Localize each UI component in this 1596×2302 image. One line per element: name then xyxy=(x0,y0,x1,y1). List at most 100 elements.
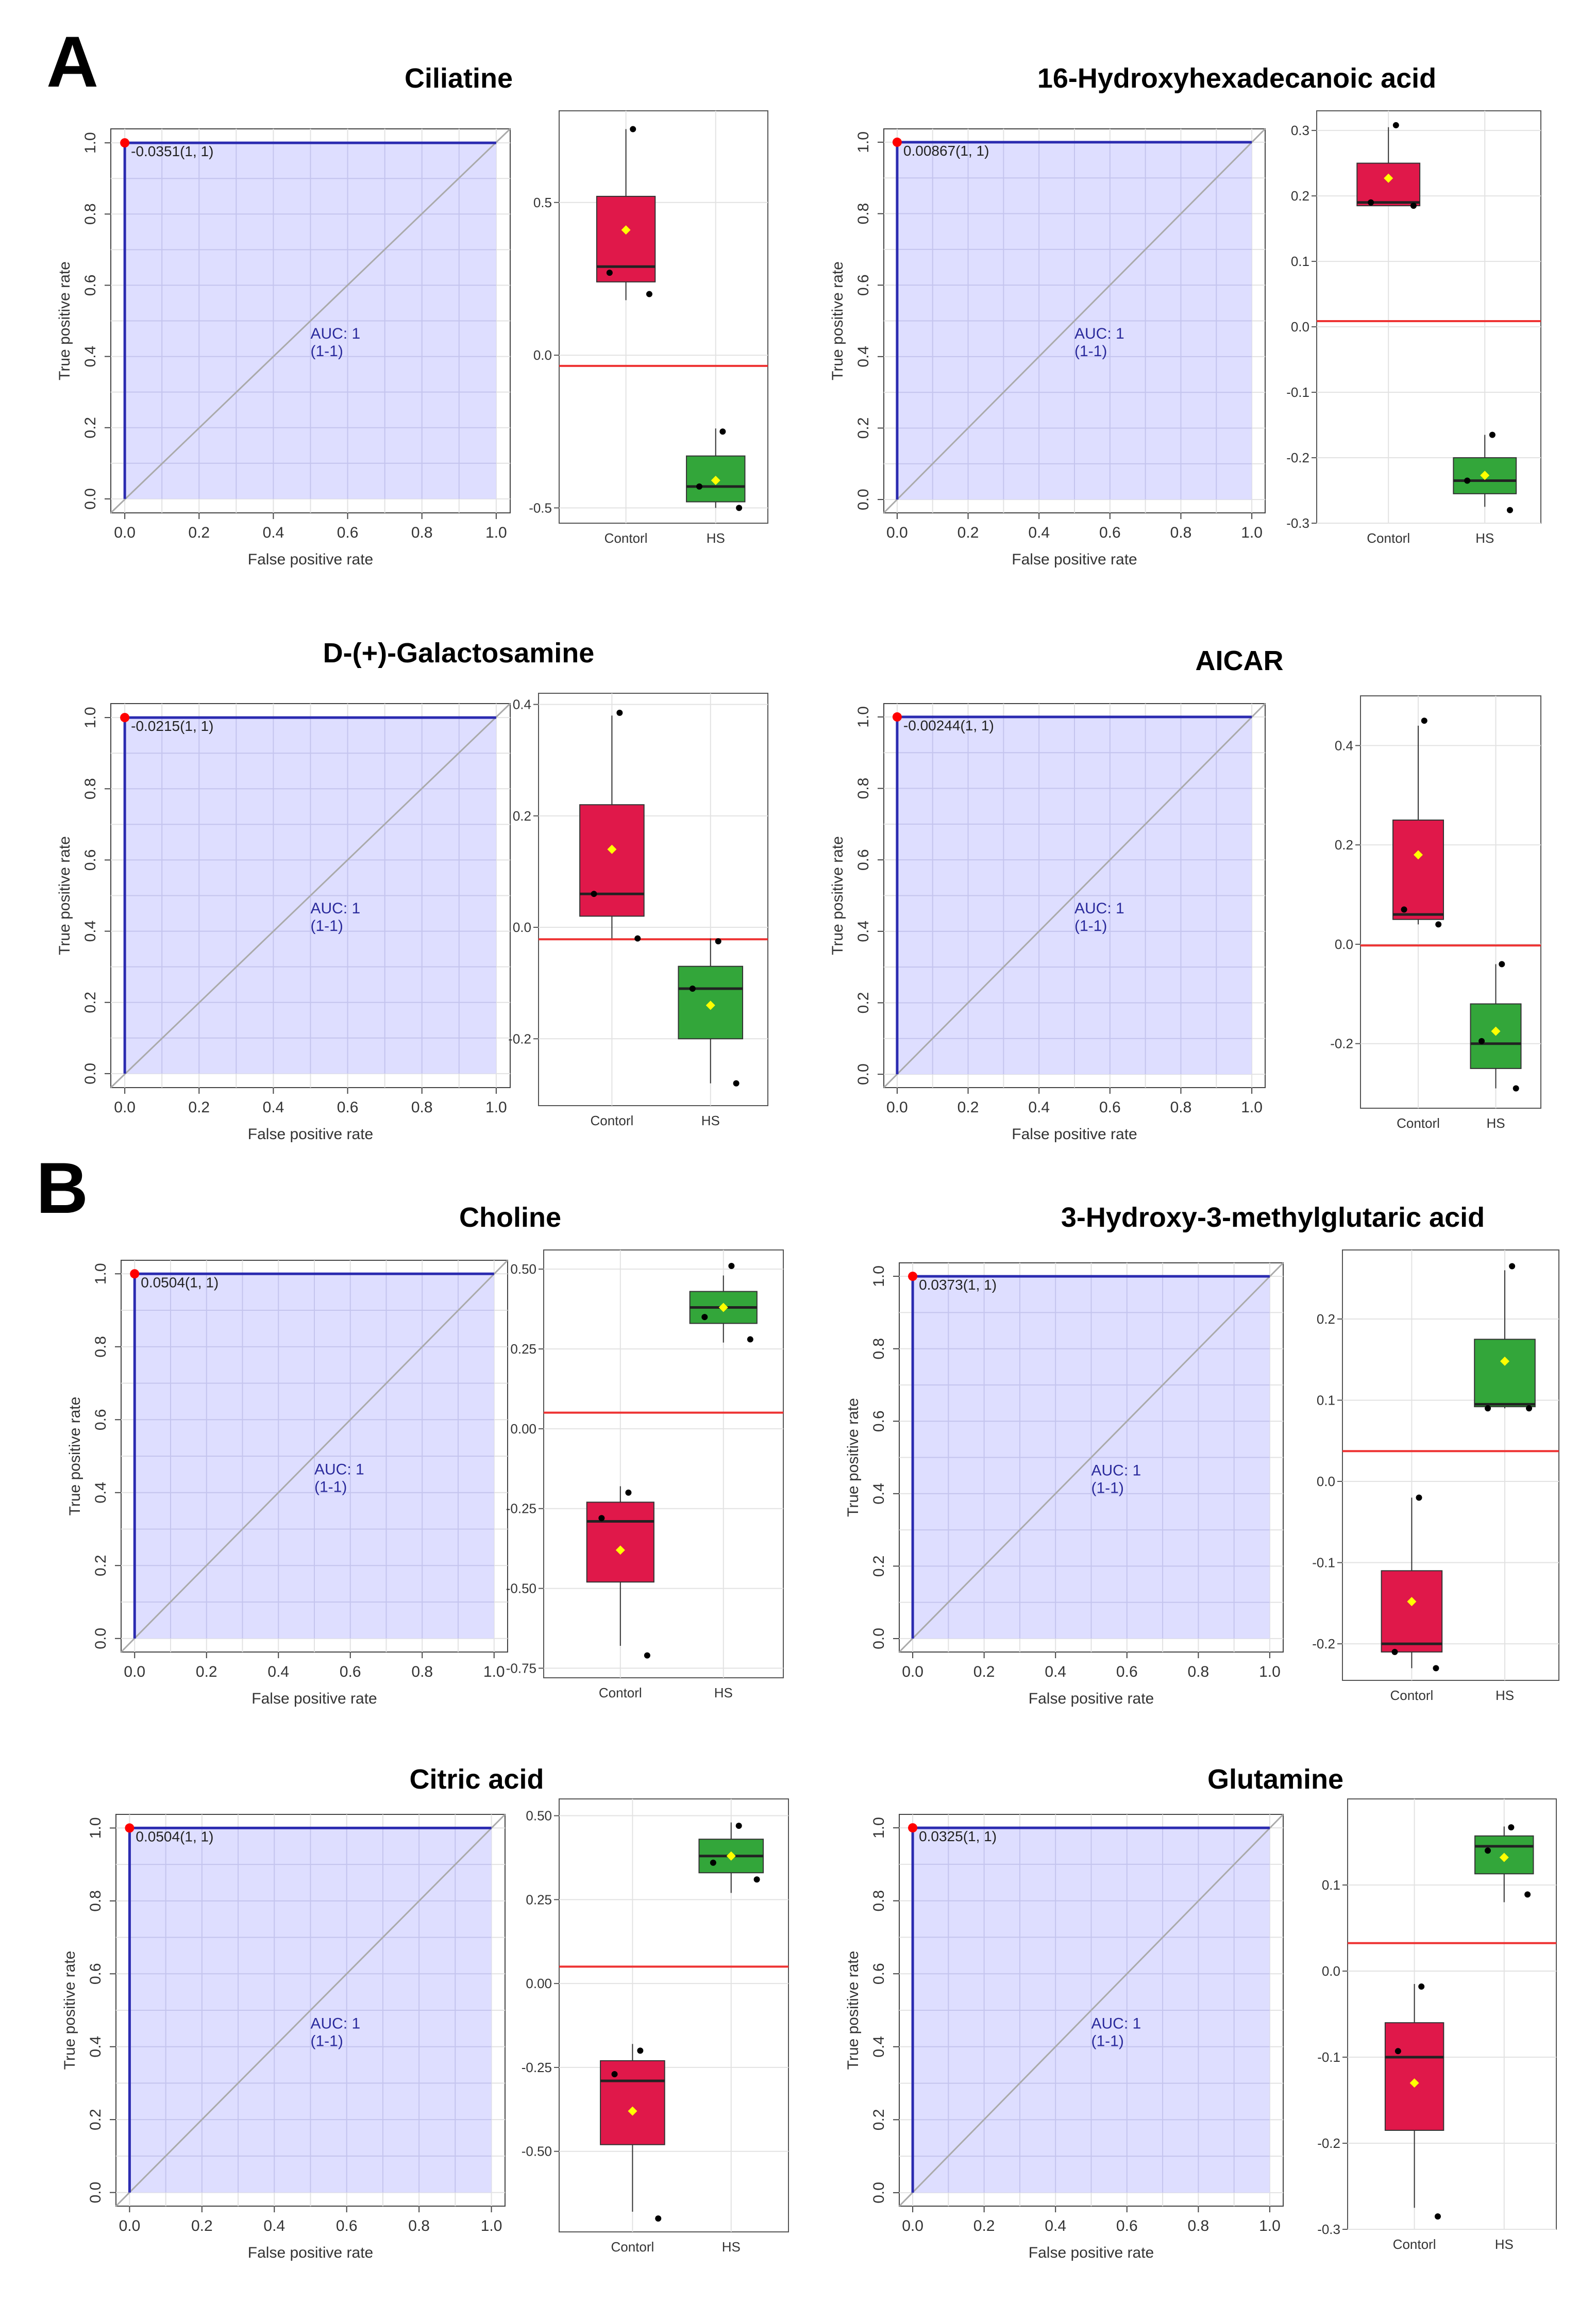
box-plot-frame xyxy=(1316,110,1541,524)
box-data-point xyxy=(733,1080,740,1087)
box-y-tick-label: 0.2 xyxy=(1335,837,1353,853)
box-data-point xyxy=(634,935,641,942)
roc-y-tick-label: 0.6 xyxy=(92,1409,109,1430)
box-data-point xyxy=(701,1314,708,1321)
box-data-point xyxy=(1485,1405,1491,1412)
box-plot-frame xyxy=(1342,1249,1559,1681)
roc-x-tick-label: 0.6 xyxy=(1116,2217,1138,2234)
roc-optimal-point xyxy=(892,137,902,147)
roc-x-tick-label: 0.2 xyxy=(188,524,210,541)
chart-title: D-(+)-Galactosamine xyxy=(323,638,595,669)
roc-y-tick-label: 1.0 xyxy=(855,706,872,728)
roc-x-tick-label: 0.4 xyxy=(1045,2217,1066,2234)
roc-y-tick-label: 0.0 xyxy=(870,2182,887,2204)
roc-y-tick-label: 0.8 xyxy=(82,203,99,225)
box-y-tick-label: -0.50 xyxy=(506,1581,536,1596)
box-data-point xyxy=(1401,906,1407,913)
box-plot-frame xyxy=(559,110,768,524)
roc-y-tick-label: 0.6 xyxy=(82,849,99,871)
box-control xyxy=(586,1502,654,1583)
box-mean-marker xyxy=(1491,1026,1501,1036)
chart-title: Ciliatine xyxy=(405,63,513,94)
box-y-tick-label: 0.0 xyxy=(1322,1963,1340,1979)
roc-y-tick-label: 1.0 xyxy=(870,1265,887,1287)
box-mean-marker xyxy=(628,2106,637,2116)
box-control xyxy=(1381,1570,1443,1653)
roc-y-tick-label: 0.8 xyxy=(870,1338,887,1360)
roc-x-tick-label: 0.6 xyxy=(336,2217,358,2234)
roc-y-tick-label: 0.0 xyxy=(855,1063,872,1085)
box-y-tick-label: -0.25 xyxy=(522,2060,552,2075)
roc-diagonal-line xyxy=(115,1813,506,2207)
box-x-tick-label: HS xyxy=(1496,1688,1514,1703)
box-y-tick-label: -0.1 xyxy=(1317,2049,1340,2065)
roc-auc-label: AUC: 1 xyxy=(311,325,361,342)
roc-x-tick-label: 0.8 xyxy=(1170,524,1192,541)
box-y-tick-label: 0.0 xyxy=(513,920,531,935)
roc-x-tick-label: 0.6 xyxy=(337,524,359,541)
box-data-point xyxy=(611,2071,618,2077)
roc-point-label: 0.0504(1, 1) xyxy=(141,1274,219,1290)
roc-x-tick-label: 0.2 xyxy=(957,1099,979,1116)
roc-y-tick-label: 0.0 xyxy=(855,489,872,510)
box-y-tick-label: -0.2 xyxy=(1312,1636,1335,1652)
box-data-point xyxy=(616,709,623,716)
roc-auc-label: AUC: 1 xyxy=(1074,900,1124,917)
roc-point-label: -0.0351(1, 1) xyxy=(131,143,213,159)
roc-point-label: 0.0373(1, 1) xyxy=(919,1277,997,1293)
roc-y-tick-label: 0.8 xyxy=(855,778,872,799)
roc-point-label: -0.00244(1, 1) xyxy=(903,718,994,733)
roc-x-tick-label: 0.4 xyxy=(263,2217,285,2234)
box-x-tick-label: HS xyxy=(1486,1115,1505,1131)
roc-x-tick-label: 0.0 xyxy=(124,1663,145,1680)
roc-x-tick-label: 0.6 xyxy=(1099,524,1121,541)
box-data-point xyxy=(1506,507,1513,513)
roc-point-label: 0.0325(1, 1) xyxy=(919,1828,997,1844)
roc-auc-label: AUC: 1 xyxy=(1091,2015,1141,2032)
roc-y-tick-label: 0.6 xyxy=(855,274,872,296)
chart-title: 3-Hydroxy-3-methylglutaric acid xyxy=(1061,1202,1485,1233)
box-y-tick-label: 0.4 xyxy=(1335,738,1353,753)
box-data-point xyxy=(1416,1494,1422,1501)
chart-title: Choline xyxy=(459,1202,561,1233)
chart-panel: Ciliatine -0.0351(1, 1) AUC: 1(1-1) 0.0 0.0 0… xyxy=(56,63,768,568)
roc-auc-label: AUC: 1 xyxy=(311,900,361,917)
box-y-tick-label: -0.3 xyxy=(1286,515,1309,531)
chart-panel: Glutamine 0.0325(1, 1) AUC: 1(1-1) 0.0 0.0 0.… xyxy=(845,1764,1557,2261)
box-mean-marker xyxy=(1407,1597,1417,1607)
box-data-point xyxy=(1391,1648,1398,1655)
box-mean-marker xyxy=(1499,1853,1509,1862)
box-control xyxy=(1356,162,1421,207)
box-mean-marker xyxy=(607,844,617,854)
chart-title: Citric acid xyxy=(409,1764,544,1795)
box-y-tick-label: 0.0 xyxy=(1317,1474,1335,1489)
box-y-tick-label: -0.2 xyxy=(1317,2136,1340,2151)
roc-y-tick-label: 0.4 xyxy=(92,1482,109,1504)
box-control xyxy=(579,804,645,917)
box-mean-marker xyxy=(1384,173,1393,183)
roc-x-tick-label: 1.0 xyxy=(1241,1099,1263,1116)
box-mean-marker xyxy=(621,225,631,235)
box-x-tick-label: HS xyxy=(1495,2237,1514,2252)
box-mean-marker xyxy=(718,1303,728,1312)
roc-auc-range: (1-1) xyxy=(311,2032,343,2049)
box-y-tick-label: -0.25 xyxy=(506,1501,536,1516)
box-x-tick-label: HS xyxy=(707,530,725,546)
roc-x-tick-label: 0.6 xyxy=(337,1099,359,1116)
box-data-point xyxy=(710,1859,716,1866)
roc-x-axis-label: False positive rate xyxy=(251,1690,377,1707)
roc-y-tick-label: 0.8 xyxy=(82,778,99,799)
roc-x-tick-label: 1.0 xyxy=(485,524,507,541)
box-y-tick-label: 0.1 xyxy=(1322,1877,1340,1893)
chart-panel: D-(+)-Galactosamine -0.0215(1, 1) AUC: 1(1… xyxy=(56,638,768,1143)
box-y-tick-label: 0.00 xyxy=(510,1421,536,1437)
roc-y-axis-label: True positive rate xyxy=(845,1951,862,2070)
box-y-tick-label: 0.3 xyxy=(1291,123,1309,138)
box-mean-marker xyxy=(726,1851,736,1861)
roc-x-axis-label: False positive rate xyxy=(1029,2244,1154,2261)
box-x-tick-label: Contorl xyxy=(599,1685,642,1700)
roc-y-tick-label: 0.6 xyxy=(82,275,99,296)
roc-x-tick-label: 0.4 xyxy=(1028,524,1050,541)
box-x-tick-label: Contorl xyxy=(611,2239,654,2255)
